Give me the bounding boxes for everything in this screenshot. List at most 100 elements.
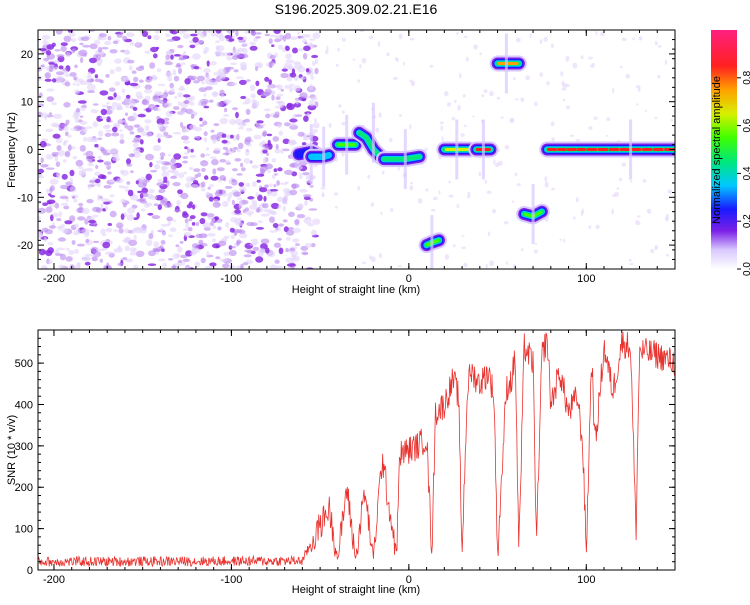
noise-blob bbox=[232, 168, 238, 172]
noise-blob bbox=[149, 162, 153, 168]
noise-speckle bbox=[514, 172, 518, 176]
track-core bbox=[524, 212, 534, 218]
noise-blob bbox=[41, 34, 51, 40]
noise-blob bbox=[82, 136, 88, 142]
noise-blob bbox=[134, 41, 141, 47]
noise-blob bbox=[48, 259, 53, 265]
y-tick-label: 200 bbox=[15, 482, 33, 494]
noise-blob bbox=[155, 160, 165, 164]
noise-blob bbox=[94, 39, 101, 46]
noise-blob bbox=[244, 30, 253, 34]
noise-speckle bbox=[562, 98, 566, 101]
noise-blob bbox=[140, 208, 146, 212]
x-tick-label: 100 bbox=[577, 273, 595, 285]
noise-blob bbox=[182, 33, 191, 39]
noise-blob bbox=[252, 246, 260, 251]
noise-blob bbox=[183, 94, 191, 98]
noise-blob bbox=[269, 54, 276, 60]
noise-blob bbox=[278, 100, 286, 107]
noise-blob bbox=[211, 217, 216, 223]
noise-blob bbox=[269, 34, 278, 38]
noise-blob bbox=[212, 225, 217, 230]
noise-blob bbox=[60, 184, 69, 190]
noise-blob bbox=[308, 38, 316, 41]
noise-blob bbox=[217, 240, 227, 247]
noise-blob bbox=[276, 180, 280, 186]
noise-blob bbox=[126, 32, 135, 38]
noise-blob bbox=[249, 41, 256, 46]
noise-blob bbox=[129, 247, 136, 253]
noise-speckle bbox=[446, 102, 452, 107]
noise-blob bbox=[289, 189, 298, 196]
noise-blob bbox=[187, 227, 193, 232]
noise-blob bbox=[83, 257, 91, 261]
noise-blob bbox=[235, 222, 244, 227]
noise-blob bbox=[216, 167, 225, 172]
noise-blob bbox=[92, 177, 97, 181]
noise-blob bbox=[236, 148, 241, 153]
noise-blob bbox=[227, 134, 231, 138]
noise-blob bbox=[257, 194, 263, 202]
noise-blob bbox=[172, 69, 177, 76]
noise-blob bbox=[109, 69, 115, 75]
noise-blob bbox=[131, 70, 137, 74]
noise-blob bbox=[200, 188, 206, 192]
noise-blob bbox=[255, 173, 265, 177]
noise-speckle bbox=[630, 180, 633, 183]
noise-blob bbox=[216, 136, 221, 142]
noise-speckle bbox=[650, 248, 655, 254]
noise-blob bbox=[284, 169, 294, 176]
noise-blob bbox=[55, 30, 63, 35]
noise-blob bbox=[87, 71, 92, 78]
noise-blob bbox=[182, 228, 188, 232]
noise-blob bbox=[74, 89, 80, 95]
noise-blob bbox=[46, 96, 55, 102]
noise-blob bbox=[271, 202, 280, 210]
noise-blob bbox=[52, 212, 59, 218]
noise-speckle bbox=[636, 220, 641, 226]
noise-blob bbox=[182, 160, 189, 164]
noise-blob bbox=[221, 133, 227, 138]
noise-blob bbox=[307, 222, 315, 227]
noise-speckle bbox=[398, 33, 403, 40]
noise-blob bbox=[70, 194, 79, 199]
noise-blob bbox=[99, 79, 104, 84]
noise-blob bbox=[250, 222, 258, 227]
noise-blob bbox=[205, 153, 211, 157]
noise-blob bbox=[141, 99, 150, 106]
noise-blob bbox=[178, 172, 185, 179]
noise-blob bbox=[305, 68, 310, 73]
noise-blob bbox=[65, 247, 70, 251]
noise-blob bbox=[299, 188, 308, 193]
noise-blob bbox=[292, 238, 300, 243]
noise-blob bbox=[99, 116, 108, 120]
noise-blob bbox=[213, 216, 220, 221]
noise-blob bbox=[234, 158, 242, 162]
noise-blob bbox=[107, 96, 114, 100]
noise-blob bbox=[129, 131, 135, 135]
noise-blob bbox=[49, 195, 56, 198]
noise-speckle bbox=[478, 171, 482, 177]
noise-blob bbox=[293, 85, 301, 92]
noise-speckle bbox=[429, 64, 434, 68]
noise-blob bbox=[169, 227, 177, 232]
noise-speckle bbox=[573, 216, 576, 220]
noise-blob bbox=[255, 32, 262, 35]
noise-blob bbox=[296, 165, 303, 170]
noise-blob bbox=[45, 128, 54, 133]
noise-blob bbox=[200, 153, 206, 158]
noise-blob bbox=[45, 50, 52, 56]
noise-blob bbox=[128, 65, 133, 71]
noise-speckle bbox=[654, 116, 658, 120]
noise-blob bbox=[44, 78, 52, 82]
noise-blob bbox=[166, 216, 173, 222]
noise-blob bbox=[213, 123, 220, 127]
noise-blob bbox=[55, 137, 63, 144]
noise-speckle bbox=[505, 261, 509, 265]
noise-speckle bbox=[367, 174, 371, 179]
noise-blob bbox=[284, 122, 291, 127]
noise-blob bbox=[126, 163, 133, 167]
noise-blob bbox=[162, 180, 168, 183]
noise-blob bbox=[236, 173, 243, 176]
noise-blob bbox=[56, 54, 65, 58]
